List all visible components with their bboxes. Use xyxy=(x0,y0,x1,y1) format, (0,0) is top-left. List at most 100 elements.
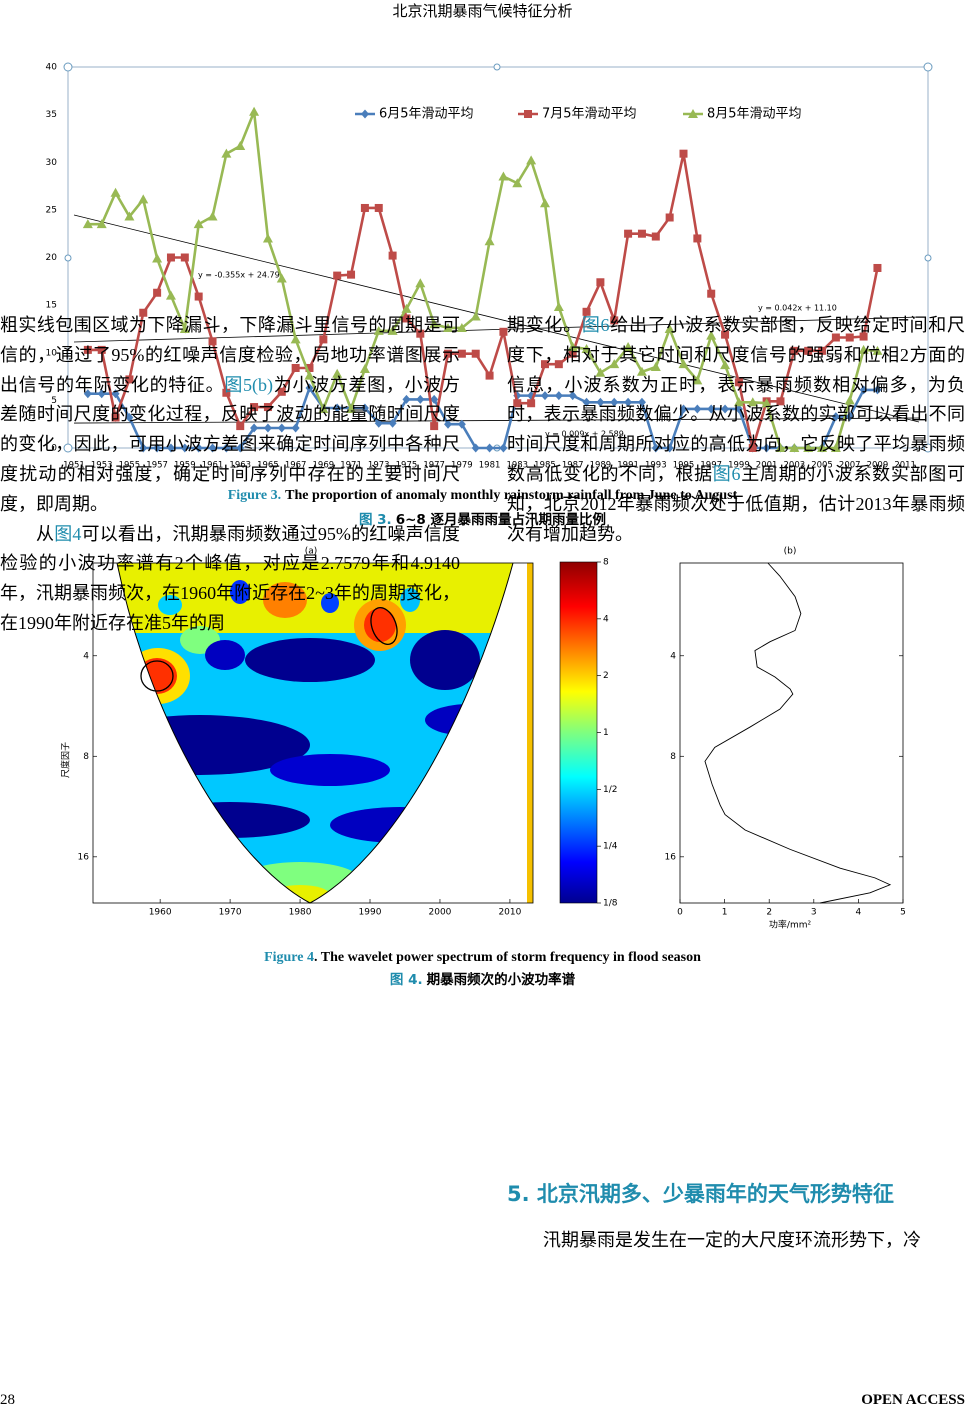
figure-ref[interactable]: 图5(b) xyxy=(224,374,274,395)
marker xyxy=(153,288,162,297)
marker xyxy=(471,349,480,358)
marker xyxy=(304,370,315,380)
paragraph: 粗实线包围区域为下降漏斗，下降漏斗里信号的周期是可信的，通过了95%的红噪声信度… xyxy=(0,311,460,520)
x-tick-label: 1953 xyxy=(91,461,113,471)
marker xyxy=(776,397,785,406)
marker xyxy=(581,343,592,353)
marker xyxy=(319,335,328,344)
trendline-label: y = -0.355x + 24.79 xyxy=(198,271,280,280)
marker xyxy=(221,148,232,158)
x-tick-label: 1975 xyxy=(396,461,418,471)
marker xyxy=(596,278,605,287)
y-tick-label: 0 xyxy=(51,444,57,454)
marker xyxy=(524,110,532,118)
marker xyxy=(624,229,633,238)
marker xyxy=(733,397,744,407)
marker xyxy=(276,273,287,283)
figure-ref[interactable]: 图4 xyxy=(54,523,82,544)
x-tick-label: 1995 xyxy=(673,461,695,471)
marker xyxy=(430,394,439,404)
marker xyxy=(360,203,369,212)
x-tick-label: 1959 xyxy=(174,461,196,471)
legend-label: 7月5年滑动平均 xyxy=(542,107,637,122)
x-tick-label: 1983 xyxy=(506,461,528,471)
trendline-label: y = 0.009x + 2.589 xyxy=(545,430,624,439)
marker xyxy=(845,412,854,422)
marker xyxy=(539,198,550,208)
marker xyxy=(803,443,814,452)
marker xyxy=(568,391,577,401)
marker xyxy=(651,232,660,241)
y-tick-label: 16 xyxy=(78,852,90,862)
marker xyxy=(688,109,698,118)
marker xyxy=(250,423,259,433)
marker xyxy=(693,404,702,414)
marker xyxy=(125,413,134,423)
caption-zh: 图 4. 期暴雨频次的小波功率谱 xyxy=(0,968,965,988)
marker xyxy=(484,236,495,246)
figure-ref[interactable]: 图6 xyxy=(712,463,741,484)
marker xyxy=(360,403,369,413)
y-tick-label: 30 xyxy=(46,158,58,168)
marker xyxy=(636,366,647,376)
marker xyxy=(859,332,868,341)
text: 粗实线包围区域为下降漏斗，下降漏斗里信号的周期是可信的，通过了95%的红噪声信度… xyxy=(0,315,460,395)
marker xyxy=(138,194,149,204)
y-tick-label: 40 xyxy=(46,63,58,73)
x-tick-label: 2009 xyxy=(867,461,889,471)
marker xyxy=(540,360,549,369)
y-axis-label: 尺度因子 xyxy=(60,742,72,778)
figure-ref[interactable]: 图6 xyxy=(581,315,610,335)
marker xyxy=(111,413,120,422)
x-tick-label: 1951 xyxy=(63,461,85,471)
x-tick-label: 2011 xyxy=(894,461,916,471)
marker xyxy=(651,443,660,453)
x-tick-label: 1977 xyxy=(423,461,445,471)
marker xyxy=(637,229,646,238)
trendline-label: y = 0.042x + 11.10 xyxy=(758,304,837,313)
marker xyxy=(401,303,412,313)
open-access: OPEN ACCESS xyxy=(861,1392,965,1408)
marker xyxy=(610,397,619,407)
marker xyxy=(624,397,633,407)
marker xyxy=(456,322,467,332)
marker xyxy=(222,443,231,453)
x-tick-label: 1991 xyxy=(617,461,639,471)
marker xyxy=(734,404,743,414)
y-tick-label: 15 xyxy=(46,301,57,311)
y-tick-label: 20 xyxy=(46,253,58,263)
x-tick-label: 1993 xyxy=(645,461,667,471)
marker xyxy=(761,398,772,408)
marker xyxy=(194,292,203,301)
x-tick-label: 1997 xyxy=(700,461,722,471)
x-tick-label: 1987 xyxy=(562,461,584,471)
plot-frame xyxy=(679,562,904,904)
marker xyxy=(665,443,674,453)
marker xyxy=(499,327,508,336)
series-line xyxy=(87,111,878,450)
marker xyxy=(650,362,661,372)
x-tick-label: 2001 xyxy=(756,461,778,471)
marker xyxy=(416,329,425,338)
marker xyxy=(693,234,702,243)
marker xyxy=(748,444,757,452)
x-tick-label: 1969 xyxy=(313,461,335,471)
marker xyxy=(707,289,716,298)
x-tick-label: 2003 xyxy=(784,461,806,471)
marker xyxy=(665,213,674,222)
plot-frame xyxy=(92,562,534,904)
marker xyxy=(207,211,218,221)
text: 主周期的小波系数实部图可知，北京2012年暴雨频次处于低值期，估计2013年暴雨… xyxy=(507,463,965,544)
trendline xyxy=(73,417,920,424)
marker xyxy=(789,443,800,452)
marker xyxy=(540,391,549,401)
marker xyxy=(180,443,189,453)
marker xyxy=(388,251,397,260)
marker xyxy=(277,387,286,396)
legend-label: 8月5年滑动平均 xyxy=(707,107,802,122)
marker xyxy=(444,419,453,429)
column-left: 粗实线包围区域为下降漏斗，下降漏斗里信号的周期是可信的，通过了95%的红噪声信度… xyxy=(0,311,460,639)
marker xyxy=(817,443,828,452)
marker xyxy=(831,412,840,422)
marker xyxy=(859,385,868,395)
